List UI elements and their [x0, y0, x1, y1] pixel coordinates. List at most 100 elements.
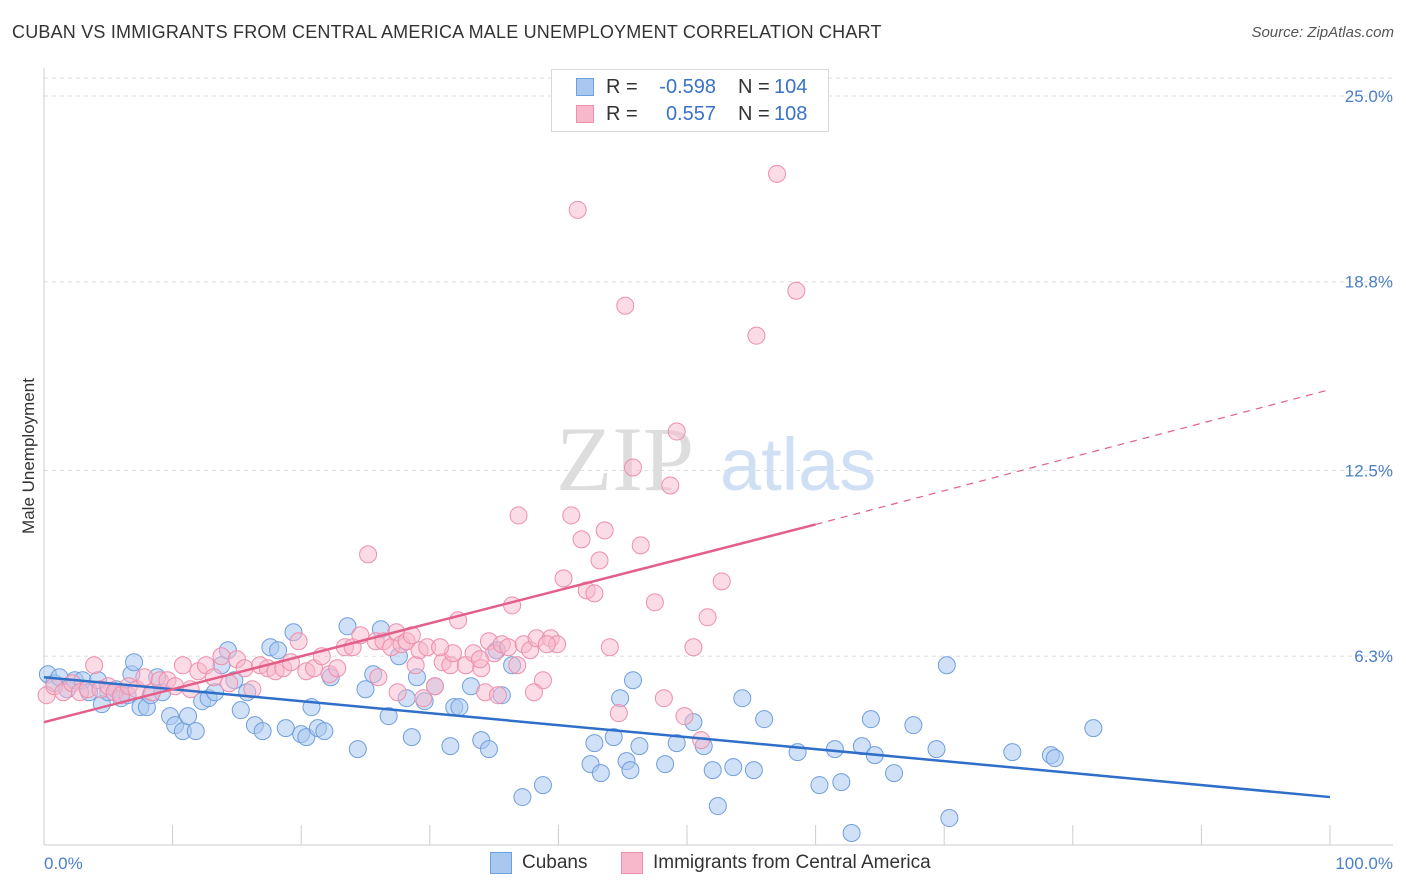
data-point-central-america — [537, 635, 556, 654]
data-point-central-america — [359, 545, 378, 564]
data-point-cubans — [1084, 719, 1103, 738]
data-point-central-america — [431, 638, 450, 657]
data-point-central-america — [173, 656, 192, 675]
data-point-central-america — [488, 686, 507, 705]
legend-row-central-america: R = 0.557 N = 108 — [576, 102, 807, 126]
x-tick-label-max: 100.0% — [1335, 854, 1393, 873]
data-point-cubans — [724, 758, 743, 777]
data-point-central-america — [667, 422, 686, 441]
data-point-cubans — [231, 701, 250, 720]
y-axis-label: Male Unemployment — [19, 378, 38, 534]
data-point-cubans — [630, 737, 649, 756]
data-point-central-america — [609, 704, 628, 723]
data-point-cubans — [708, 797, 727, 816]
data-point-cubans — [348, 740, 367, 759]
data-point-central-america — [654, 689, 673, 708]
x-tick-label-min: 0.0% — [44, 854, 83, 873]
data-point-cubans — [861, 710, 880, 729]
data-point-cubans — [186, 722, 205, 741]
data-point-central-america — [503, 596, 522, 615]
data-point-cubans — [611, 689, 630, 708]
data-point-cubans — [125, 653, 144, 672]
data-point-cubans — [656, 755, 675, 774]
data-point-central-america — [787, 281, 806, 300]
trend-lines — [43, 389, 1331, 799]
data-point-central-america — [508, 656, 527, 675]
legend-item-cubans[interactable]: Cubans — [490, 852, 588, 874]
data-point-cubans — [513, 788, 532, 807]
data-point-central-america — [85, 656, 104, 675]
source-label: Source: ZipAtlas.com — [1251, 24, 1394, 41]
data-point-central-america — [684, 638, 703, 657]
legend-n-value: 108 — [774, 102, 808, 125]
data-point-cubans — [338, 617, 357, 636]
data-point-cubans — [253, 722, 272, 741]
data-point-central-america — [590, 551, 609, 570]
legend-r-label: R = — [606, 102, 638, 125]
legend-r-value: 0.557 — [665, 102, 716, 125]
data-point-central-america — [572, 530, 591, 549]
trend-line-central-america — [43, 523, 816, 724]
axes — [43, 68, 1393, 846]
data-point-cubans — [591, 764, 610, 783]
data-point-cubans — [1003, 743, 1022, 762]
data-point-cubans — [927, 740, 946, 759]
data-point-cubans — [832, 773, 851, 792]
data-point-central-america — [712, 572, 731, 591]
data-point-central-america — [631, 536, 650, 555]
data-point-cubans — [315, 722, 334, 741]
data-point-cubans — [179, 707, 198, 726]
data-point-central-america — [425, 677, 444, 696]
data-point-central-america — [388, 683, 407, 702]
data-point-central-america — [595, 521, 614, 540]
legend-r-label: R = — [606, 75, 638, 98]
data-point-cubans — [356, 680, 375, 699]
data-point-central-america — [135, 668, 154, 687]
data-point-central-america — [212, 647, 231, 666]
data-point-cubans — [885, 764, 904, 783]
legend-label-cubans: Cubans — [522, 852, 588, 873]
legend-swatch-central-america — [621, 852, 643, 874]
data-point-central-america — [524, 683, 543, 702]
data-point-central-america — [585, 584, 604, 603]
data-point-cubans — [621, 761, 640, 780]
y-tick-label: 25.0% — [1345, 87, 1393, 106]
data-point-central-america — [562, 506, 581, 525]
data-point-cubans — [450, 698, 469, 717]
data-point-central-america — [698, 608, 717, 627]
data-point-central-america — [499, 638, 518, 657]
legend-n-value: 104 — [774, 75, 808, 98]
data-point-central-america — [509, 506, 528, 525]
data-point-cubans — [703, 761, 722, 780]
bottom-legend: Cubans Immigrants from Central America — [0, 852, 1406, 878]
legend-swatch-cubans — [490, 852, 512, 874]
data-point-cubans — [940, 809, 959, 828]
data-point-central-america — [328, 659, 347, 678]
chart-title: CUBAN VS IMMIGRANTS FROM CENTRAL AMERICA… — [12, 22, 882, 42]
watermark-atlas: atlas — [720, 423, 876, 506]
data-point-central-america — [600, 638, 619, 657]
data-point-central-america — [568, 200, 587, 219]
legend-n-label: N = — [738, 75, 770, 98]
legend-n-label: N = — [738, 102, 770, 125]
legend-item-central-america[interactable]: Immigrants from Central America — [621, 852, 931, 874]
data-point-cubans — [623, 671, 642, 690]
data-point-central-america — [289, 632, 308, 651]
data-point-central-america — [470, 650, 489, 669]
data-point-cubans — [479, 740, 498, 759]
data-point-central-america — [369, 668, 388, 687]
data-point-cubans — [604, 728, 623, 747]
data-point-cubans — [1045, 749, 1064, 768]
data-point-cubans — [379, 707, 398, 726]
legend-label-central-america: Immigrants from Central America — [653, 852, 931, 873]
data-point-cubans — [810, 776, 829, 795]
legend-swatch-pink — [576, 105, 594, 123]
data-point-cubans — [904, 716, 923, 735]
data-point-cubans — [441, 737, 460, 756]
data-point-central-america — [675, 707, 694, 726]
trend-line-cubans — [43, 675, 1331, 799]
legend-stats: R = -0.598 N = 104 R = 0.557 N = 108 — [551, 69, 829, 132]
legend-swatch-blue — [576, 78, 594, 96]
data-point-cubans — [733, 689, 752, 708]
